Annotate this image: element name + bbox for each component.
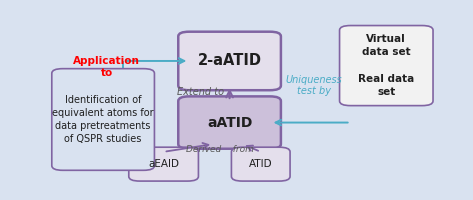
Text: Uniqueness
test by: Uniqueness test by bbox=[286, 75, 342, 96]
FancyBboxPatch shape bbox=[129, 147, 199, 181]
FancyBboxPatch shape bbox=[52, 69, 154, 170]
FancyBboxPatch shape bbox=[178, 96, 281, 149]
Text: Identification of
equivalent atoms for
data pretreatments
of QSPR studies: Identification of equivalent atoms for d… bbox=[53, 95, 154, 144]
Text: aEAID: aEAID bbox=[148, 159, 179, 169]
Text: Derived    from: Derived from bbox=[186, 145, 254, 154]
Text: Extend to: Extend to bbox=[177, 87, 224, 97]
Text: Application
to: Application to bbox=[73, 56, 140, 78]
FancyBboxPatch shape bbox=[340, 26, 433, 106]
FancyBboxPatch shape bbox=[231, 147, 290, 181]
Text: Virtual
data set

Real data
set: Virtual data set Real data set bbox=[358, 34, 414, 97]
Text: ATID: ATID bbox=[249, 159, 272, 169]
FancyBboxPatch shape bbox=[178, 32, 281, 90]
Text: 2-aATID: 2-aATID bbox=[198, 53, 262, 68]
Text: aATID: aATID bbox=[207, 116, 252, 130]
